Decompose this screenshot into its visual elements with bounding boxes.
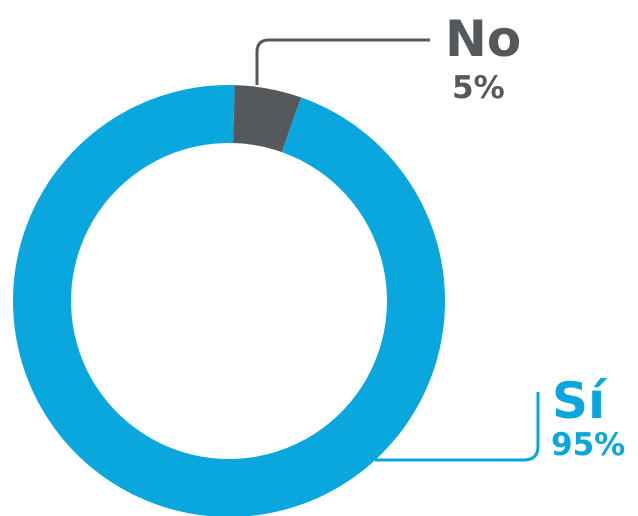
leader-line-si xyxy=(375,392,540,462)
label-si-name: Sí xyxy=(552,372,608,430)
donut-slices xyxy=(13,85,445,516)
slice-si xyxy=(13,85,445,516)
label-no-value: 5% xyxy=(452,70,505,106)
label-si-value: 95% xyxy=(551,427,625,463)
leader-line-no xyxy=(255,38,430,85)
slice-no xyxy=(233,85,302,153)
label-no-name: No xyxy=(445,10,521,68)
